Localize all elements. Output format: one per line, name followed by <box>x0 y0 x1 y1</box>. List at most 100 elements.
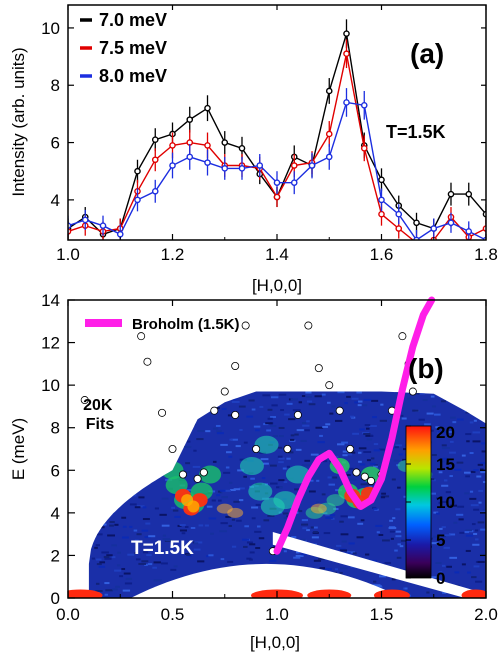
noise-pixel <box>117 475 124 478</box>
noise-pixel <box>144 563 148 566</box>
y-tick-label: 6 <box>51 461 60 480</box>
noise-pixel <box>302 464 310 467</box>
noise-pixel <box>412 409 419 412</box>
noise-pixel <box>431 405 437 408</box>
noise-pixel <box>430 395 435 398</box>
noise-pixel <box>163 397 168 400</box>
noise-pixel <box>242 538 250 541</box>
noise-pixel <box>182 546 187 549</box>
noise-pixel <box>270 396 279 399</box>
noise-pixel <box>470 504 479 507</box>
noise-pixel <box>401 417 407 420</box>
panel-b: 0.0 0.5 1.0 1.5 2.0 0 2 4 6 8 10 12 14 Broholm (1.5K… <box>9 291 498 652</box>
noise-pixel <box>227 560 234 563</box>
noise-pixel <box>212 460 217 463</box>
noise-pixel <box>168 402 175 405</box>
series-8.0-meV <box>68 88 486 240</box>
noise-pixel <box>467 571 471 574</box>
noise-pixel <box>217 490 222 493</box>
noise-pixel <box>249 551 255 554</box>
noise-pixel <box>373 443 379 446</box>
noise-pixel <box>290 398 298 401</box>
noise-pixel <box>308 490 316 493</box>
panel-b-temperature: T=1.5K <box>131 538 194 559</box>
noise-pixel <box>190 526 196 529</box>
noise-pixel <box>91 507 97 510</box>
noise-pixel <box>229 489 236 492</box>
noise-pixel <box>197 560 205 563</box>
noise-pixel <box>435 426 441 429</box>
noise-pixel <box>103 480 108 483</box>
noise-pixel <box>114 569 122 572</box>
noise-pixel <box>262 394 271 397</box>
fit-point <box>408 387 417 396</box>
noise-pixel <box>239 499 244 502</box>
noise-pixel <box>142 446 149 449</box>
noise-pixel <box>121 536 129 539</box>
noise-pixel <box>476 392 482 395</box>
noise-pixel <box>399 545 404 548</box>
noise-pixel <box>481 450 486 453</box>
noise-pixel <box>159 416 166 419</box>
noise-pixel <box>138 405 146 408</box>
noise-pixel <box>121 516 127 519</box>
noise-pixel <box>300 439 307 442</box>
noise-pixel <box>121 567 126 570</box>
noise-pixel <box>449 475 453 478</box>
data-point <box>325 87 333 95</box>
noise-pixel <box>239 458 247 461</box>
noise-pixel <box>179 400 184 403</box>
noise-pixel <box>144 451 149 454</box>
noise-pixel <box>388 526 397 529</box>
noise-pixel <box>185 462 191 465</box>
colorbar: 0 5 10 15 20 <box>405 423 455 588</box>
noise-pixel <box>465 475 470 478</box>
noise-pixel <box>98 565 106 568</box>
noise-pixel <box>263 462 269 465</box>
noise-pixel <box>147 405 152 408</box>
noise-pixel <box>138 496 145 499</box>
noise-pixel <box>282 512 289 515</box>
noise-pixel <box>433 535 442 538</box>
noise-pixel <box>140 447 144 450</box>
noise-pixel <box>97 459 103 462</box>
noise-pixel <box>246 557 252 560</box>
fit-point <box>80 396 89 405</box>
data-point <box>221 139 229 146</box>
panel-a-xlabel: [H,0,0] <box>252 276 302 295</box>
noise-pixel <box>249 543 256 546</box>
noise-pixel <box>164 462 169 465</box>
noise-pixel <box>407 397 415 400</box>
noise-pixel <box>156 437 164 440</box>
noise-pixel <box>88 496 95 499</box>
data-point <box>116 230 124 238</box>
noise-pixel <box>233 500 240 503</box>
panel-a-ticks: 1.0 1.2 1.4 1.6 1.8 4 6 8 10 <box>41 5 498 264</box>
noise-pixel <box>295 551 300 554</box>
noise-pixel <box>357 404 362 407</box>
noise-pixel <box>366 459 371 462</box>
noise-pixel <box>119 410 124 413</box>
noise-pixel <box>438 571 443 574</box>
noise-pixel <box>309 479 314 482</box>
noise-pixel <box>340 549 347 552</box>
noise-pixel <box>136 505 145 508</box>
noise-pixel <box>258 537 265 540</box>
data-point <box>273 179 281 186</box>
noise-pixel <box>316 479 320 482</box>
panel-a-temperature: T=1.5K <box>386 122 446 142</box>
noise-pixel <box>231 438 238 441</box>
noise-pixel <box>395 508 401 511</box>
y-tick-label: 10 <box>41 376 60 395</box>
noise-pixel <box>481 442 486 445</box>
noise-pixel <box>106 433 115 436</box>
noise-pixel <box>346 467 354 470</box>
data-point <box>238 165 246 172</box>
noise-pixel <box>306 396 312 399</box>
data-point <box>325 130 333 138</box>
noise-pixel <box>96 558 102 561</box>
fit-point <box>220 387 229 396</box>
noise-pixel <box>218 499 222 502</box>
noise-pixel <box>94 546 98 549</box>
